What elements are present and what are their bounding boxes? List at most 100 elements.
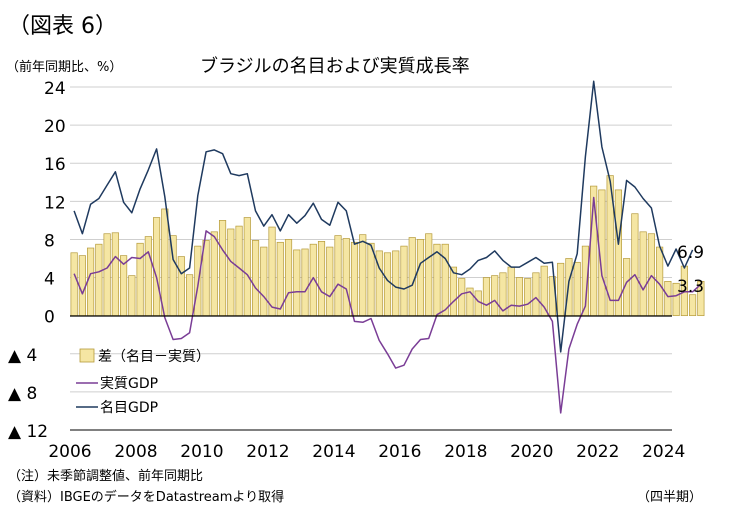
x-tick-label: 2014 (312, 442, 355, 462)
bar-diff (260, 246, 268, 317)
x-tick-label: 2010 (180, 442, 223, 462)
bar-diff (416, 239, 425, 317)
x-tick-label: 2008 (114, 442, 157, 462)
x-tick-label: 2020 (510, 442, 553, 462)
bar-diff (186, 274, 194, 317)
x-tick-label: 2022 (576, 442, 619, 462)
bar-diff (95, 243, 103, 317)
bar-diff (309, 243, 317, 317)
bar-diff (128, 275, 136, 317)
bar-diff (317, 241, 326, 317)
bar-diff (293, 249, 301, 317)
bar-diff (647, 233, 655, 317)
bar-diff (334, 235, 342, 317)
bar-diff (408, 237, 416, 317)
bar-diff (441, 243, 449, 317)
bar-diff (202, 240, 210, 317)
annotation-diff-last: 3.3 (677, 277, 704, 297)
bar-diff (515, 277, 524, 317)
bar-diff (474, 290, 482, 317)
x-tick-label: 2018 (444, 442, 487, 462)
bar-diff (639, 231, 647, 317)
y-tick-label: ▲ 4 (8, 346, 37, 366)
x-unit-note: （四半期） (637, 490, 702, 505)
bar-diff (383, 252, 392, 317)
y-tick-label: 16 (44, 155, 66, 175)
bar-diff (557, 262, 565, 317)
y-tick-label: ▲ 12 (8, 422, 48, 442)
legend-swatch-diff (79, 348, 95, 363)
bar-diff (251, 240, 260, 317)
annotation-nominal-last: 6.9 (677, 243, 704, 263)
x-tick-label: 2012 (246, 442, 289, 462)
bar-diff (218, 220, 227, 317)
note-line-2: （資料）IBGEのデータをDatastreamより取得 (8, 489, 284, 505)
bar-diff (524, 278, 532, 317)
bar-diff (449, 266, 458, 317)
bar-diff (672, 282, 680, 317)
line-nominal-gdp (73, 80, 694, 353)
bar-diff (103, 233, 111, 317)
bar-diff (573, 261, 581, 317)
bar-diff (243, 217, 251, 317)
legend-label-nominal: 名目GDP (100, 400, 158, 416)
bar-diff (227, 228, 235, 317)
chart-title: ブラジルの名目および実質成長率 (200, 55, 470, 77)
bar-diff (491, 275, 499, 317)
y-tick-label: 8 (44, 231, 55, 251)
x-tick-label: 2024 (642, 442, 685, 462)
bar-diff (87, 247, 95, 317)
y-tick-labels: 24 20 16 12 8 4 0 ▲ 4 ▲ 8 ▲ 12 (8, 79, 66, 442)
y-tick-label: 12 (44, 193, 66, 213)
bar-diff (153, 217, 161, 317)
bar-diff (284, 239, 293, 317)
bar-diff (301, 248, 309, 317)
bar-diff (268, 226, 276, 317)
bar-diff (350, 241, 359, 317)
bar-diff (664, 281, 672, 317)
bar-diff (177, 256, 185, 317)
x-tick-label: 2006 (48, 442, 91, 462)
bar-diff (689, 294, 697, 317)
y-tick-label: 0 (44, 308, 55, 328)
bar-diff (161, 208, 169, 317)
legend-label-real: 実質GDP (100, 376, 158, 392)
bar-diff (532, 272, 540, 317)
legend: 差（名目－実質） 実質GDP 名目GDP (76, 348, 210, 416)
y-axis-label: （前年同期比、%） (6, 59, 122, 75)
legend-label-diff: 差（名目－実質） (98, 349, 210, 365)
bar-diff (342, 238, 350, 317)
bar-diff (433, 243, 441, 317)
bar-diff (367, 242, 375, 317)
bar-diff (194, 245, 202, 317)
bar-diff (507, 266, 515, 317)
bar-diff (631, 213, 639, 317)
bar-diff (458, 278, 466, 317)
bar-diff (326, 246, 334, 317)
y-tick-label: ▲ 8 (8, 384, 37, 404)
y-tick-label: 4 (44, 270, 55, 290)
x-tick-labels: 2006 2008 2010 2012 2014 2016 2018 2020 2022 2024 (48, 442, 685, 462)
bar-diff (425, 233, 433, 317)
bar-series (70, 175, 705, 317)
y-tick-label: 24 (44, 79, 66, 99)
bar-diff (144, 236, 152, 317)
line-series (73, 80, 702, 414)
bar-diff (400, 245, 408, 317)
bar-diff (482, 277, 491, 317)
bar-diff (78, 255, 86, 317)
y-tick-label: 20 (44, 117, 66, 137)
bar-diff (136, 242, 144, 317)
bar-diff (70, 252, 78, 317)
bar-diff (392, 250, 400, 317)
note-line-1: （注）未季節調整値、前年同期比 (8, 468, 203, 484)
line-real-gdp (73, 196, 702, 414)
bar-diff (359, 234, 367, 317)
bar-diff (697, 281, 705, 317)
bar-diff (235, 225, 243, 317)
bar-diff (111, 232, 119, 317)
figure-label: （図表 6） (8, 14, 117, 39)
x-tick-label: 2016 (378, 442, 421, 462)
bar-diff (210, 231, 218, 317)
